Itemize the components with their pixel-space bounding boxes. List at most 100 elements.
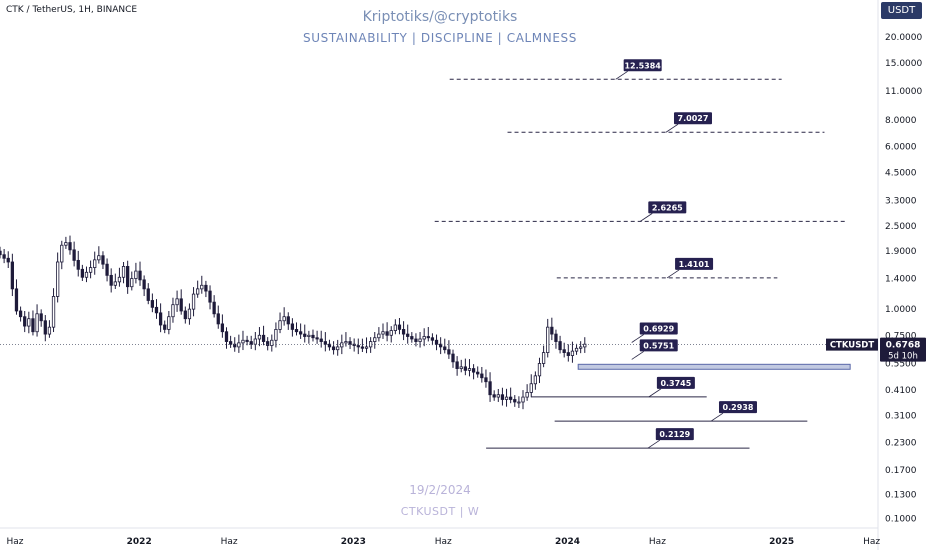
candle: [2, 254, 6, 259]
candle: [377, 333, 381, 339]
y-tick-label: 4.5000: [885, 168, 917, 178]
candle: [360, 346, 365, 349]
target-level-label-box: [673, 112, 712, 125]
candle: [245, 339, 249, 342]
candle: [163, 324, 167, 330]
candle: [389, 330, 393, 336]
candle: [385, 331, 389, 336]
candle: [348, 341, 352, 345]
candle: [257, 334, 262, 340]
support-level-pointer: [647, 439, 661, 449]
candle: [84, 271, 89, 278]
target-level-label-box: [623, 59, 662, 72]
price-tag-label: 0.6929: [643, 324, 674, 333]
candle: [196, 288, 200, 295]
candle: [336, 346, 340, 351]
candle: [27, 318, 31, 327]
candle: [175, 298, 179, 306]
candle: [525, 392, 529, 398]
target-level-label: 12.5384: [624, 61, 661, 70]
candle: [146, 288, 150, 301]
candle: [130, 278, 134, 288]
candle: [447, 349, 451, 355]
candle: [39, 313, 43, 322]
y-tick-label: 0.1300: [885, 491, 917, 501]
candle: [319, 338, 323, 342]
candle: [282, 316, 286, 322]
candle: [228, 341, 233, 345]
last-price-box: [880, 337, 926, 362]
candle: [443, 346, 447, 351]
candle: [43, 320, 47, 335]
candle: [290, 323, 295, 330]
candle: [31, 318, 35, 333]
candle: [150, 300, 155, 308]
candle: [550, 326, 554, 335]
bar-countdown: 5d 10h: [888, 352, 918, 362]
candle: [397, 324, 402, 330]
candle: [179, 298, 183, 312]
candle: [311, 334, 315, 339]
candle: [356, 345, 360, 348]
candle: [471, 368, 476, 373]
candle: [64, 242, 68, 246]
candle: [171, 304, 175, 318]
candle: [331, 346, 336, 351]
candle: [167, 316, 171, 330]
price-tag-pointer: [631, 334, 644, 343]
price-tag-label: 0.5751: [643, 341, 674, 350]
candle: [200, 284, 204, 290]
candle: [546, 326, 550, 353]
y-tick-label: 1.4000: [885, 275, 917, 285]
candle: [451, 353, 455, 363]
candle: [105, 263, 109, 276]
candle: [274, 329, 278, 341]
y-tick-label: 15.0000: [885, 59, 922, 69]
candle: [504, 396, 509, 400]
candle: [220, 323, 225, 333]
candle: [579, 346, 583, 349]
symbol-title: CTK / TetherUS, 1H, BINANCE: [6, 5, 138, 15]
candle: [113, 281, 117, 286]
candle: [80, 268, 84, 278]
candle: [183, 310, 187, 320]
candle: [294, 329, 299, 333]
candle: [253, 338, 257, 345]
candle: [517, 401, 521, 404]
target-level-label: 7.0027: [678, 114, 709, 123]
candle: [0, 250, 2, 256]
x-tick-label: Haz: [863, 537, 880, 547]
candle: [574, 347, 579, 352]
y-tick-label: 20.0000: [885, 33, 922, 43]
candle: [224, 331, 229, 342]
candle: [558, 341, 562, 351]
candle: [93, 259, 97, 268]
candle: [204, 284, 208, 292]
quote-currency-button[interactable]: USDT: [881, 2, 922, 19]
candle: [541, 352, 546, 364]
candle: [414, 338, 418, 342]
candle: [476, 371, 480, 375]
candle: [521, 396, 525, 403]
x-tick-label: 2022: [127, 537, 152, 547]
candle: [570, 350, 575, 356]
candle: [583, 343, 587, 348]
y-tick-label: 8.0000: [885, 116, 917, 126]
candle: [410, 336, 414, 340]
candle: [138, 270, 142, 281]
support-level-label-box: [655, 428, 694, 441]
candle: [459, 366, 463, 369]
target-level-pointer: [640, 213, 653, 222]
watermark-symbol: CTKUSDT | W: [400, 505, 480, 518]
candle: [47, 326, 52, 335]
candle: [117, 276, 122, 283]
candle: [364, 346, 369, 349]
y-tick-label: 0.1700: [885, 466, 917, 476]
candle: [109, 274, 113, 286]
candle: [422, 336, 426, 340]
y-tick-label: 3.3000: [885, 197, 917, 207]
candle: [344, 341, 348, 344]
support-level-pointer: [648, 388, 662, 398]
